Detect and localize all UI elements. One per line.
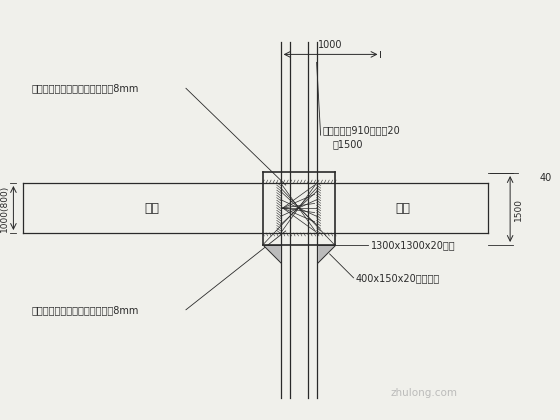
Polygon shape (263, 245, 281, 263)
Polygon shape (316, 245, 334, 263)
Text: 钢管，内径910，壁厚20: 钢管，内径910，壁厚20 (323, 125, 400, 135)
Text: 1000(800): 1000(800) (1, 184, 10, 232)
Text: 支撑: 支撑 (144, 202, 160, 215)
Text: 1500: 1500 (514, 197, 523, 220)
Text: 1300x1300x20钢板: 1300x1300x20钢板 (371, 240, 455, 250)
Text: 长1500: 长1500 (333, 139, 363, 149)
Text: zhulong.com: zhulong.com (390, 388, 458, 397)
Text: 支撑: 支撑 (395, 202, 410, 215)
Text: 1000: 1000 (318, 40, 343, 50)
Text: 支撑主筋与钢管焊接，焊缝高度8mm: 支撑主筋与钢管焊接，焊缝高度8mm (31, 83, 139, 93)
Text: 400x150x20三角钢板: 400x150x20三角钢板 (356, 273, 440, 283)
Text: 40: 40 (540, 173, 552, 183)
Text: 支撑主筋与钢板焊接，焊缝高度8mm: 支撑主筋与钢板焊接，焊缝高度8mm (31, 305, 139, 315)
